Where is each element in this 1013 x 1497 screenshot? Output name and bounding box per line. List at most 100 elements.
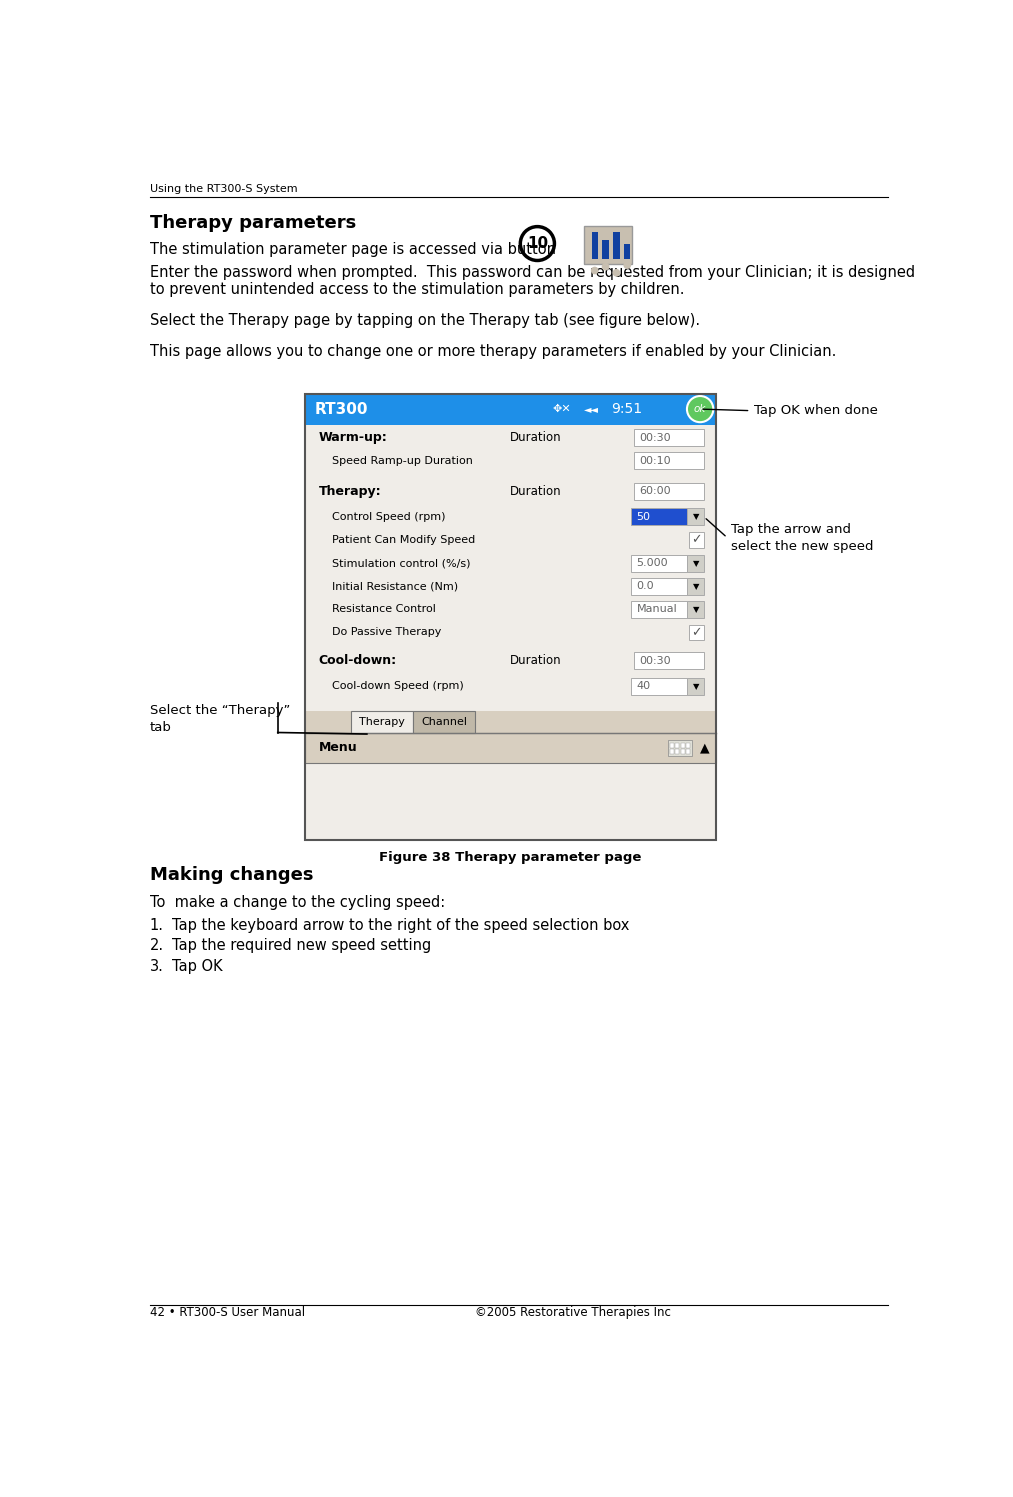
Text: to prevent unintended access to the stimulation parameters by children.: to prevent unintended access to the stim… (150, 283, 685, 298)
Text: Select the Therapy page by tapping on the Therapy tab (see figure below).: Select the Therapy page by tapping on th… (150, 313, 700, 328)
Text: 00:30: 00:30 (639, 656, 672, 666)
Text: 00:30: 00:30 (639, 433, 672, 443)
Bar (687, 554, 704, 572)
Bar (634, 653, 704, 669)
Text: Select the “Therapy”: Select the “Therapy” (150, 705, 291, 717)
Text: Duration: Duration (511, 654, 562, 668)
Text: Control Speed (rpm): Control Speed (rpm) (332, 512, 446, 522)
Text: Warm-up:: Warm-up: (319, 431, 388, 445)
Bar (631, 600, 687, 618)
Bar (687, 509, 704, 525)
Text: Figure 38 Therapy parameter page: Figure 38 Therapy parameter page (379, 850, 641, 864)
Text: 2.: 2. (150, 939, 164, 954)
Text: Tap the keyboard arrow to the right of the speed selection box: Tap the keyboard arrow to the right of t… (171, 918, 629, 933)
Text: Tap the arrow and: Tap the arrow and (731, 524, 851, 536)
Circle shape (687, 397, 713, 422)
Bar (689, 533, 704, 548)
Bar (631, 578, 687, 594)
Bar (676, 744, 679, 748)
Bar (305, 425, 715, 840)
Bar (305, 711, 715, 732)
Bar (686, 750, 690, 754)
Text: Duration: Duration (511, 485, 562, 499)
Bar (305, 394, 715, 425)
Bar (681, 744, 685, 748)
Text: Menu: Menu (319, 741, 358, 754)
Text: Therapy parameters: Therapy parameters (150, 214, 357, 232)
Text: Duration: Duration (511, 431, 562, 445)
Text: Making changes: Making changes (150, 867, 313, 885)
Bar (583, 226, 632, 265)
Bar (634, 452, 704, 469)
Bar (305, 394, 715, 840)
Circle shape (591, 266, 599, 274)
Text: Tap the required new speed setting: Tap the required new speed setting (171, 939, 431, 954)
Text: To  make a change to the cycling speed:: To make a change to the cycling speed: (150, 895, 445, 910)
Circle shape (613, 269, 620, 277)
Text: Cool-down Speed (rpm): Cool-down Speed (rpm) (332, 681, 464, 692)
Text: ✓: ✓ (691, 533, 701, 546)
Bar (670, 744, 674, 748)
Bar (352, 711, 413, 732)
Bar (687, 678, 704, 695)
Text: 60:00: 60:00 (639, 487, 672, 497)
Text: Therapy: Therapy (360, 717, 405, 726)
Bar (624, 244, 630, 259)
Bar (631, 678, 687, 695)
Text: ▲: ▲ (700, 741, 710, 754)
Bar (668, 740, 692, 756)
Bar (603, 240, 609, 259)
Text: 42 • RT300-S User Manual: 42 • RT300-S User Manual (150, 1307, 305, 1319)
Bar (676, 750, 679, 754)
Text: ▼: ▼ (693, 558, 700, 567)
Bar (305, 732, 715, 763)
Text: ▼: ▼ (693, 605, 700, 614)
Bar (687, 578, 704, 594)
Bar (670, 750, 674, 754)
Text: Speed Ramp-up Duration: Speed Ramp-up Duration (332, 455, 473, 466)
Bar (634, 484, 704, 500)
Text: 3.: 3. (150, 960, 164, 975)
Text: This page allows you to change one or more therapy parameters if enabled by your: This page allows you to change one or mo… (150, 344, 837, 359)
Text: Enter the password when prompted.  This password can be requested from your Clin: Enter the password when prompted. This p… (150, 265, 915, 280)
Text: Cool-down:: Cool-down: (319, 654, 397, 668)
Text: tab: tab (150, 722, 172, 735)
Bar (689, 624, 704, 641)
Text: Tap OK: Tap OK (171, 960, 222, 975)
Text: Patient Can Modify Speed: Patient Can Modify Speed (332, 534, 475, 545)
Text: Tap OK when done: Tap OK when done (755, 404, 878, 418)
Text: ©2005 Restorative Therapies Inc: ©2005 Restorative Therapies Inc (475, 1307, 672, 1319)
Text: Using the RT300-S System: Using the RT300-S System (150, 184, 298, 193)
Text: ✓: ✓ (691, 626, 701, 639)
Bar (687, 600, 704, 618)
Bar (634, 430, 704, 446)
Text: ok: ok (694, 404, 706, 415)
Text: Resistance Control: Resistance Control (332, 605, 436, 614)
Text: select the new speed: select the new speed (731, 540, 873, 554)
Text: ✥✕: ✥✕ (553, 404, 571, 415)
Text: 0.0: 0.0 (636, 581, 654, 591)
Text: 40: 40 (636, 681, 650, 692)
Text: Do Passive Therapy: Do Passive Therapy (332, 627, 442, 638)
Circle shape (623, 262, 631, 269)
Circle shape (602, 263, 610, 271)
Bar (681, 750, 685, 754)
Bar (686, 744, 690, 748)
Text: 00:10: 00:10 (639, 455, 672, 466)
Text: ▼: ▼ (693, 681, 700, 690)
Bar (592, 232, 598, 259)
Text: 50: 50 (636, 512, 650, 522)
Text: 5.000: 5.000 (636, 558, 669, 567)
Text: RT300: RT300 (314, 401, 368, 416)
Text: Initial Resistance (Nm): Initial Resistance (Nm) (332, 581, 458, 591)
Bar (631, 554, 687, 572)
Text: ◄◄: ◄◄ (583, 404, 599, 415)
Text: Stimulation control (%/s): Stimulation control (%/s) (332, 558, 470, 567)
Text: The stimulation parameter page is accessed via button: The stimulation parameter page is access… (150, 241, 556, 256)
Bar (413, 711, 475, 732)
Text: 1.: 1. (150, 918, 164, 933)
Text: 10: 10 (527, 237, 548, 251)
Text: ▼: ▼ (693, 582, 700, 591)
Text: Manual: Manual (636, 605, 678, 614)
Text: 9:51: 9:51 (611, 403, 642, 416)
